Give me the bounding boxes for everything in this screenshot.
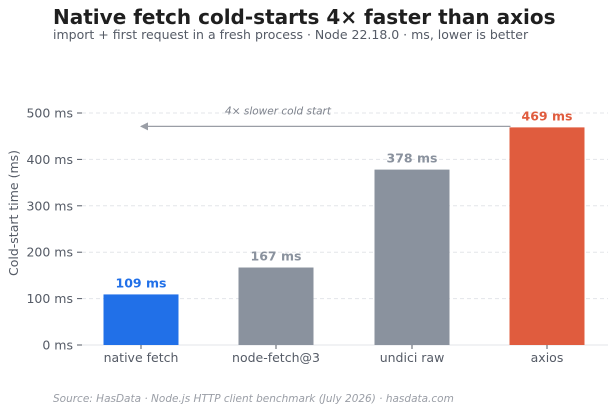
y-tick-label: 500 ms (26, 106, 73, 121)
bar-value-labels: 109 ms 167 ms 378 ms 469 ms (116, 108, 573, 290)
y-tick-label: 400 ms (26, 152, 73, 167)
bar-value-label: 378 ms (387, 151, 438, 166)
y-axis: 0 ms 100 ms 200 ms 300 ms 400 ms 500 ms (26, 106, 82, 353)
annotation: 4× slower cold start (140, 105, 511, 131)
annotation-text: 4× slower cold start (225, 105, 332, 117)
bar-value-label: 109 ms (116, 275, 167, 290)
y-tick-label: 200 ms (26, 245, 73, 260)
bars (103, 127, 585, 345)
bar-value-label: 469 ms (522, 108, 573, 123)
y-axis-label: Cold-start time (ms) (6, 150, 21, 276)
x-axis: native fetch node-fetch@3 undici raw axios (104, 345, 564, 365)
x-tick-label: undici raw (380, 350, 445, 365)
bar-node-fetch-3 (238, 267, 314, 345)
bar-native-fetch (103, 294, 179, 345)
bar-undici-raw (374, 169, 450, 345)
bar-value-label: 167 ms (251, 249, 302, 264)
x-tick-label: native fetch (104, 350, 179, 365)
chart-title: Native fetch cold-starts 4× faster than … (53, 5, 556, 29)
bar-axios (509, 127, 585, 345)
x-tick-label: axios (531, 350, 564, 365)
y-tick-label: 100 ms (26, 291, 73, 306)
y-tick-label: 300 ms (26, 198, 73, 213)
x-tick-label: node-fetch@3 (232, 350, 320, 365)
y-tick-label: 0 ms (42, 338, 73, 353)
source-note: Source: HasData · Node.js HTTP client be… (53, 393, 454, 405)
chart-subtitle: import + first request in a fresh proces… (53, 27, 529, 42)
